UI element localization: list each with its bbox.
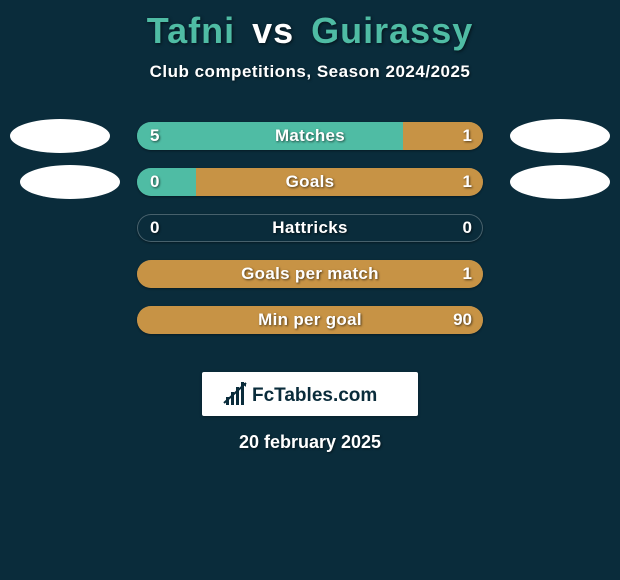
bar-track	[137, 306, 483, 334]
bar-right-fill	[137, 306, 483, 334]
metric-row: Matches51	[0, 122, 620, 168]
metric-value-left: 5	[150, 122, 159, 150]
bar-track	[137, 122, 483, 150]
bar-track	[137, 260, 483, 288]
metric-value-right: 90	[453, 306, 472, 334]
bar-track	[137, 214, 483, 242]
date-text: 20 february 2025	[0, 432, 620, 453]
bar-right-fill	[137, 260, 483, 288]
avatar-right	[510, 165, 610, 199]
metric-value-right: 0	[463, 214, 472, 242]
player-left-name: Tafni	[147, 10, 235, 51]
metric-value-left: 0	[150, 168, 159, 196]
player-right-name: Guirassy	[311, 10, 473, 51]
fctables-logo: FcTables.com	[202, 372, 418, 416]
avatar-right	[510, 119, 610, 153]
comparison-title: Tafni vs Guirassy	[0, 0, 620, 52]
avatar-left	[20, 165, 120, 199]
bar-left-fill	[137, 122, 403, 150]
bar-track	[137, 168, 483, 196]
vs-text: vs	[252, 10, 294, 51]
metric-value-right: 1	[463, 260, 472, 288]
metric-row: Hattricks00	[0, 214, 620, 260]
bar-right-fill	[196, 168, 483, 196]
bar-left-fill	[137, 168, 196, 196]
metric-value-right: 1	[463, 168, 472, 196]
metric-row: Goals per match1	[0, 260, 620, 306]
metric-value-right: 1	[463, 122, 472, 150]
avatar-left	[10, 119, 110, 153]
metrics-container: Matches51Goals01Hattricks00Goals per mat…	[0, 122, 620, 352]
svg-text:FcTables.com: FcTables.com	[252, 385, 377, 406]
metric-value-left: 0	[150, 214, 159, 242]
subtitle: Club competitions, Season 2024/2025	[0, 62, 620, 82]
metric-row: Goals01	[0, 168, 620, 214]
metric-row: Min per goal90	[0, 306, 620, 352]
